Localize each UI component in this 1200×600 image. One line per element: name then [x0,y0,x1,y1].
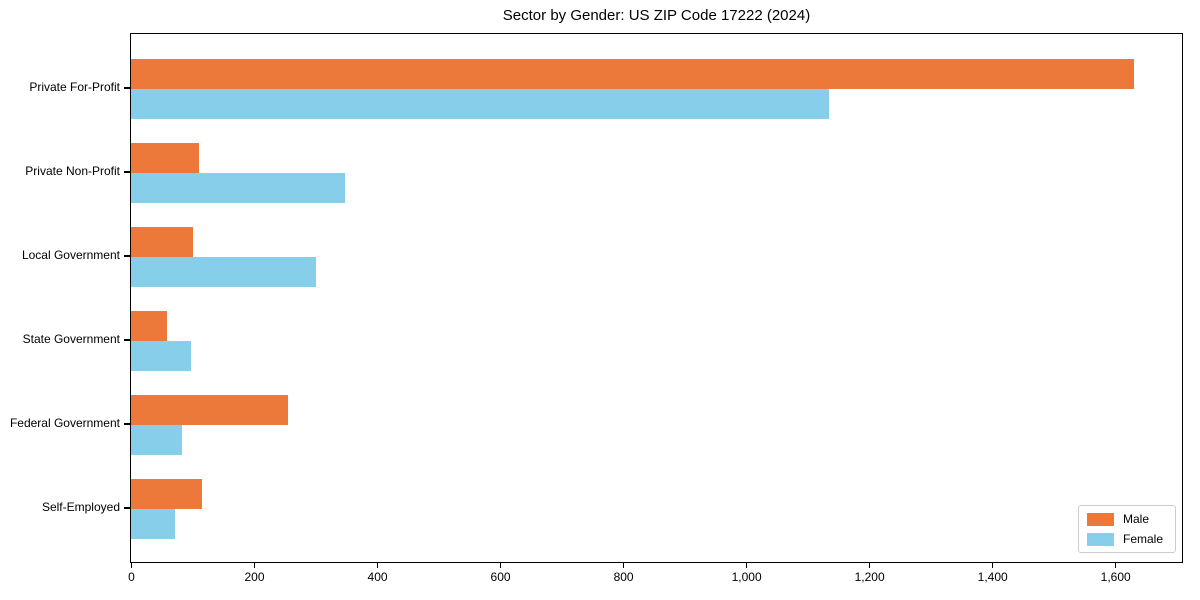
x-tick-mark [253,561,256,568]
bar-male [131,143,199,173]
x-tick-label: 200 [244,570,265,584]
bar-female [131,257,316,287]
legend-swatch-female [1086,532,1114,546]
legend-label: Male [1122,512,1149,526]
x-tick-mark [499,561,502,568]
x-tick-label: 400 [367,570,388,584]
y-tick-mark [124,255,130,257]
legend-label: Female [1122,532,1163,546]
y-tick-label: Private For-Profit [29,80,120,94]
y-tick-mark [124,339,130,341]
y-tick-label: State Government [22,332,120,346]
y-tick-mark [124,423,130,425]
bar-female [131,509,176,539]
x-tick-label: 1,200 [854,570,885,584]
y-tick-label: Private Non-Profit [25,164,120,178]
legend: Male Female [1077,505,1176,553]
bar-female [131,173,346,203]
x-tick-label: 1,000 [731,570,762,584]
legend-item-female: Female [1086,532,1163,546]
x-tick-label: 800 [613,570,634,584]
bar-female [131,341,191,371]
legend-swatch-male [1086,512,1114,526]
x-tick-mark [991,561,994,568]
legend-item-male: Male [1086,512,1163,526]
x-tick-mark [1114,561,1117,568]
bar-male [131,59,1134,89]
x-tick-mark [622,561,625,568]
chart-title: Sector by Gender: US ZIP Code 17222 (202… [502,7,811,24]
y-tick-label: Local Government [21,248,120,262]
x-tick-label: 0 [128,570,135,584]
x-tick-mark [376,561,379,568]
y-tick-mark [124,87,130,89]
bar-female [131,425,183,455]
x-tick-mark [868,561,871,568]
y-tick-label: Federal Government [9,416,120,430]
bar-male [131,227,193,257]
x-tick-label: 1,600 [1100,570,1131,584]
x-tick-mark [130,561,133,568]
x-tick-mark [745,561,748,568]
bar-female [131,89,830,119]
y-tick-label: Self-Employed [41,500,120,514]
x-tick-label: 1,400 [977,570,1008,584]
bar-male [131,395,288,425]
x-tick-label: 600 [490,570,511,584]
bar-male [131,311,168,341]
y-tick-mark [124,507,130,509]
bar-male [131,479,202,509]
y-tick-mark [124,171,130,173]
plot-area [130,33,1183,563]
